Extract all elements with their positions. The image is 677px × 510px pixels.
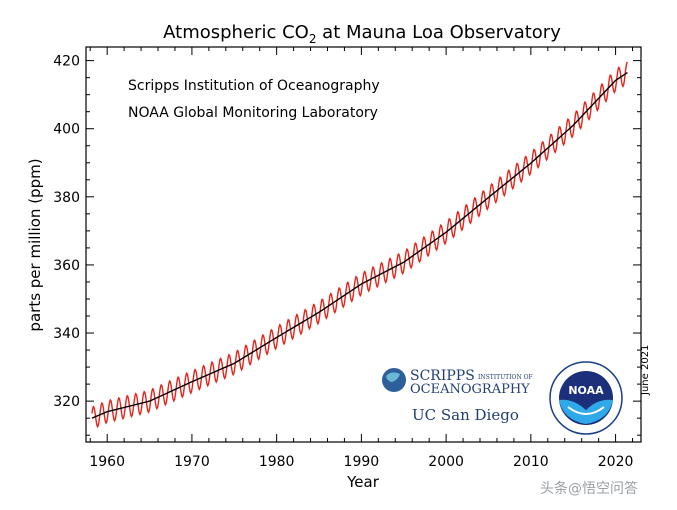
y-axis: 320 340 360 380 400 420 xyxy=(53,54,641,436)
date-note: June 2021 xyxy=(640,344,651,395)
trend-co2-series xyxy=(91,71,628,419)
x-tick-label: 2000 xyxy=(428,454,464,470)
chart-title: Atmospheric CO2 at Mauna Loa Observatory xyxy=(163,22,561,46)
annotation-noaa: NOAA Global Monitoring Laboratory xyxy=(128,105,378,121)
scripps-ucsd-logo: SCRIPPS INSTITUTION OF OCEANOGRAPHY UC S… xyxy=(382,368,533,424)
y-tick-label: 400 xyxy=(53,122,80,138)
ucsd-wordmark: UC San Diego xyxy=(412,406,519,424)
x-axis-label: Year xyxy=(346,473,380,491)
x-axis: 1960 1970 1980 1990 2000 2010 2020 xyxy=(89,47,633,470)
x-tick-label: 1960 xyxy=(89,454,125,470)
y-tick-label: 340 xyxy=(53,326,80,342)
chart-title-subscript: 2 xyxy=(309,32,317,46)
annotation-scripps: Scripps Institution of Oceanography xyxy=(128,78,380,94)
x-tick-label: 2010 xyxy=(513,454,549,470)
noaa-wordmark: NOAA xyxy=(568,384,604,397)
scripps-small: INSTITUTION OF xyxy=(478,374,533,381)
plot-frame xyxy=(85,46,642,443)
scripps-line2: OCEANOGRAPHY xyxy=(410,382,530,397)
y-tick-label: 360 xyxy=(53,258,80,274)
y-tick-label: 380 xyxy=(53,190,80,206)
y-tick-label: 420 xyxy=(53,54,80,70)
noaa-logo: NOAA xyxy=(549,361,623,435)
y-axis-label: parts per million (ppm) xyxy=(26,158,44,331)
chart-title-suffix: at Mauna Loa Observatory xyxy=(316,22,561,43)
scripps-line1: SCRIPPS xyxy=(410,368,475,384)
watermark: 头条@悟空问答 xyxy=(540,481,638,497)
x-tick-label: 1990 xyxy=(344,454,380,470)
x-tick-label: 1980 xyxy=(259,454,295,470)
x-tick-label: 2020 xyxy=(598,454,634,470)
x-tick-label: 1970 xyxy=(174,454,210,470)
monthly-co2-series xyxy=(91,61,628,429)
y-tick-label: 320 xyxy=(53,394,80,410)
